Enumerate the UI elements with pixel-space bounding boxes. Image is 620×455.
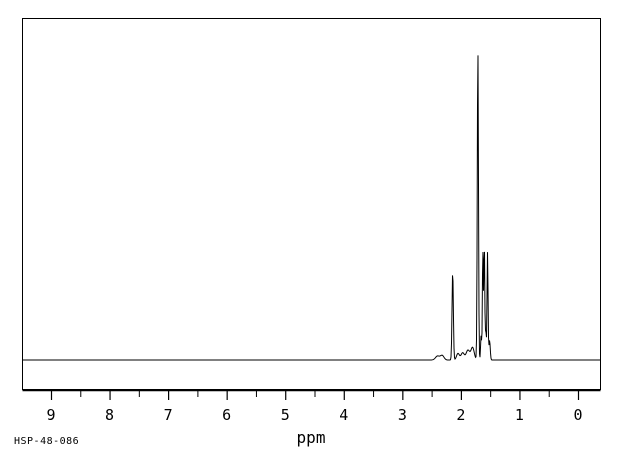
axis-tick-label: 6 [222,406,231,424]
axis-tick-label: 5 [281,406,290,424]
axis-tick-label: 2 [456,406,465,424]
spectrum-trace-line [23,55,600,361]
axis-tick-labels: 9 8 7 6 5 4 3 2 1 0 [46,406,582,424]
axis-tick-label: 1 [515,406,524,424]
axis-tick-label: 7 [164,406,173,424]
axis-tick-label: 9 [46,406,55,424]
spectrum-trace [23,55,600,361]
axis-tick-label: 8 [105,406,114,424]
axis-title-ppm: ppm [297,428,326,447]
axis-tick-label: 0 [573,406,582,424]
axis-tick-label: 3 [398,406,407,424]
axis-ticks [50,390,580,400]
sample-id-label: HSP-48-086 [14,436,79,447]
ppm-axis: 9 8 7 6 5 4 3 2 1 0 [22,389,601,424]
axis-tick-label: 4 [339,406,348,424]
plot-frame [22,18,601,390]
